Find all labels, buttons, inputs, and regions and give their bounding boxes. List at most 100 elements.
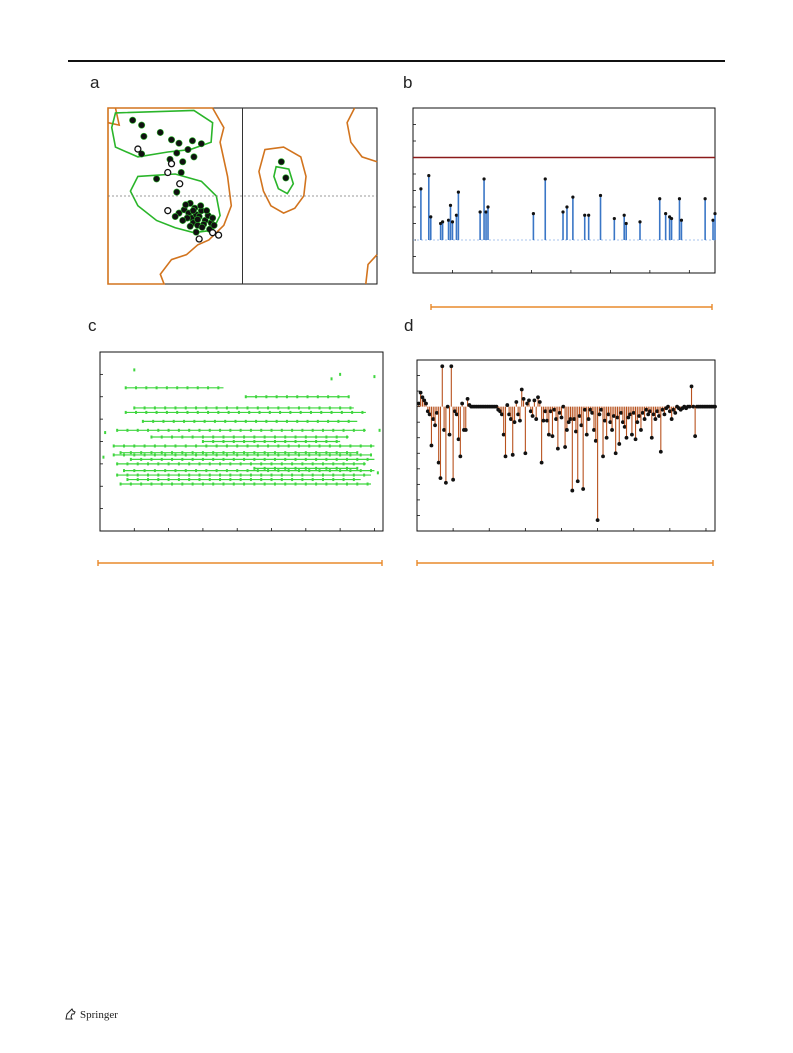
clash-marker [212, 440, 215, 443]
rotamer-point [638, 220, 642, 224]
clashing-panel [80, 334, 390, 574]
clash-marker [335, 451, 338, 455]
clash-marker [150, 435, 153, 439]
contact-point [606, 412, 611, 417]
clash-marker [133, 406, 136, 410]
panel-label-c: c [88, 316, 97, 335]
residue-point [194, 215, 202, 223]
clash-marker [219, 428, 222, 432]
contact-point [667, 409, 672, 414]
clash-marker [263, 451, 266, 455]
rotamer-point [571, 195, 575, 199]
clash-marker [304, 482, 307, 486]
clash-marker [342, 462, 345, 466]
contact-point [559, 415, 564, 420]
contact-point [658, 449, 663, 454]
clash-marker [129, 451, 132, 455]
clash-marker [153, 444, 156, 448]
rotamer-point [484, 210, 488, 214]
contact-point [536, 395, 540, 400]
contact-point [660, 407, 665, 412]
ramachandran-plot [107, 107, 378, 285]
rotamer-point [677, 197, 682, 201]
clash-marker [327, 395, 330, 399]
clash-marker [335, 457, 338, 461]
contact-point [503, 454, 508, 459]
contact-point [584, 432, 589, 437]
clash-marker [270, 473, 273, 477]
contact-point [577, 414, 582, 418]
clash-marker [160, 482, 163, 486]
rotamer-point [531, 212, 536, 216]
clash-marker [296, 395, 299, 399]
clash-marker [219, 473, 222, 477]
outlier-residue-point [167, 160, 176, 168]
rotamer-point [598, 193, 603, 198]
contact-point [509, 417, 513, 421]
clash-marker [162, 419, 165, 423]
clash-marker [321, 462, 324, 466]
clash-marker [195, 406, 198, 410]
clash-marker [227, 410, 230, 414]
rotamer-profile-chart [412, 107, 717, 310]
residue-clashing-chart [97, 351, 384, 566]
clash-marker [195, 444, 198, 448]
contact-point [512, 420, 517, 425]
clash-marker [145, 386, 148, 390]
clash-marker [222, 482, 225, 486]
contact-point [691, 404, 696, 409]
clash-marker [263, 457, 266, 461]
contact-point [429, 443, 434, 448]
clash-marker [363, 428, 366, 432]
clash-marker [215, 444, 218, 448]
contact-point [590, 410, 595, 415]
clash-marker [256, 406, 259, 410]
clash-marker [285, 419, 288, 423]
contact-point [456, 437, 461, 442]
contact-point [644, 407, 649, 412]
clash-marker [315, 466, 318, 470]
residue-point [175, 139, 183, 147]
residue-point [184, 146, 192, 154]
clash-outlier [373, 375, 376, 379]
clash-marker [167, 428, 170, 432]
clash-marker [318, 469, 321, 473]
clash-marker [265, 395, 268, 399]
clash-marker [339, 453, 342, 457]
clash-marker [157, 473, 160, 477]
clash-marker [349, 469, 352, 473]
clash-marker [349, 453, 352, 457]
residue-point [138, 150, 146, 158]
clash-marker [280, 428, 283, 432]
clash-marker [150, 451, 153, 455]
clash-marker [273, 435, 276, 439]
clash-marker [126, 428, 129, 432]
clash-marker [140, 482, 143, 486]
clash-marker [315, 440, 318, 443]
clash-marker [205, 406, 208, 410]
plot-frame [412, 107, 716, 274]
contact-point [639, 428, 643, 432]
clash-marker [212, 435, 215, 439]
clash-marker [126, 462, 129, 466]
clash-marker [135, 386, 138, 390]
rotamer-point [561, 210, 565, 214]
clash-marker [136, 478, 139, 482]
contact-point [657, 414, 661, 418]
clash-marker [287, 469, 290, 473]
contact-point [620, 420, 625, 425]
clash-marker [280, 478, 283, 482]
clash-marker [265, 419, 268, 423]
clash-marker [287, 444, 290, 448]
clash-marker [337, 395, 340, 399]
clash-marker [263, 466, 266, 470]
clash-marker [171, 457, 174, 461]
clash-marker [335, 440, 338, 443]
clash-marker [237, 410, 240, 414]
clash-marker [153, 469, 156, 473]
clash-marker [369, 453, 372, 457]
clash-marker [301, 428, 304, 432]
contact-point [608, 420, 613, 425]
rotamer-point [565, 205, 569, 209]
clash-marker [232, 457, 235, 461]
